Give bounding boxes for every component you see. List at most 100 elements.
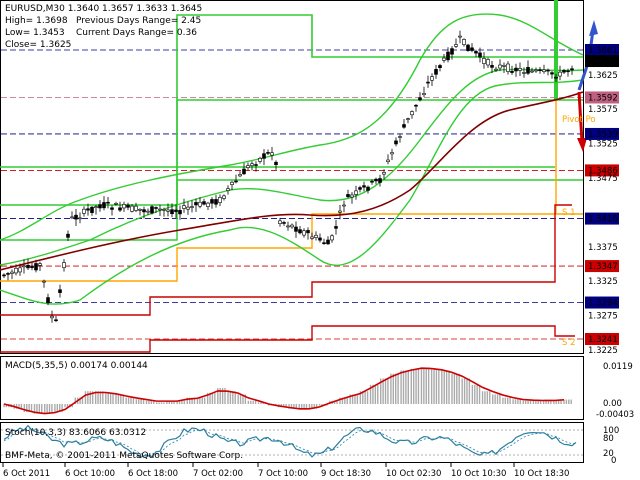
candle-body bbox=[58, 289, 62, 293]
candle-body bbox=[206, 202, 210, 207]
candle-body bbox=[106, 201, 110, 204]
candle-body bbox=[394, 140, 398, 145]
candle-body bbox=[30, 266, 34, 268]
price-label: 1.3325 bbox=[588, 277, 618, 287]
low-value: Low= 1.3453 bbox=[5, 28, 65, 38]
candle-body bbox=[82, 208, 86, 214]
candle-body bbox=[174, 209, 178, 212]
candle-body bbox=[542, 69, 546, 73]
candle-body bbox=[110, 207, 114, 210]
candle-body bbox=[186, 206, 190, 210]
price-tag-bg bbox=[585, 55, 619, 68]
price-tag-bg bbox=[585, 260, 619, 273]
candle-body bbox=[454, 44, 458, 47]
candle-body bbox=[410, 111, 414, 116]
candle-body bbox=[302, 230, 306, 236]
candle-body bbox=[474, 51, 478, 54]
macd-panel bbox=[0, 356, 584, 420]
candle-body bbox=[70, 216, 74, 219]
channel-step bbox=[0, 99, 583, 206]
candle-body bbox=[2, 274, 6, 277]
candle-body bbox=[406, 118, 410, 120]
channel-step bbox=[176, 14, 583, 205]
candle-body bbox=[362, 185, 366, 188]
candle-body bbox=[418, 97, 422, 101]
stoch-signal-line bbox=[3, 428, 577, 456]
candle-body bbox=[386, 159, 390, 163]
candle-body bbox=[522, 72, 526, 74]
candle-body bbox=[562, 70, 566, 73]
candle-body bbox=[246, 165, 250, 168]
macd-axis-bottom: -0.00403 bbox=[596, 410, 634, 420]
candle-body bbox=[214, 199, 218, 205]
time-label: 7 Oct 10:00 bbox=[258, 469, 308, 479]
time-label: 10 Oct 02:30 bbox=[386, 469, 441, 479]
price-tag-bg bbox=[585, 212, 619, 225]
stoch-axis-bottom: 0 bbox=[611, 456, 616, 466]
channel-step bbox=[0, 204, 572, 316]
candle-body bbox=[290, 224, 294, 228]
candle-body bbox=[502, 65, 506, 67]
candle-body bbox=[306, 230, 310, 234]
time-label: 10 Oct 10:30 bbox=[451, 469, 506, 479]
candle-body bbox=[378, 178, 382, 183]
price-label: 1.3575 bbox=[588, 105, 618, 115]
macd-axis-zero: 0.00 bbox=[603, 399, 622, 409]
price-label: 1.3592 bbox=[588, 93, 618, 103]
macd-label: MACD(5,35,5) 0.00174 0.00144 bbox=[5, 361, 148, 371]
candle-body bbox=[46, 297, 50, 304]
candle-body bbox=[330, 235, 334, 241]
candle-body bbox=[478, 52, 482, 58]
price-tag-bg bbox=[585, 333, 619, 345]
candle-body bbox=[146, 210, 150, 213]
candle-body bbox=[314, 234, 318, 239]
price-tag-bg bbox=[585, 164, 619, 177]
candle-body bbox=[338, 210, 342, 213]
pivot-tag: Pivot Po bbox=[562, 115, 596, 125]
candle-body bbox=[170, 209, 174, 215]
candle-body bbox=[286, 225, 290, 228]
candle-body bbox=[234, 180, 238, 183]
candle-body bbox=[258, 157, 262, 162]
stoch-main-line bbox=[3, 424, 577, 459]
candle-body bbox=[438, 65, 442, 69]
candle-body bbox=[466, 44, 470, 51]
high-value: High= 1.3698 bbox=[5, 16, 68, 26]
candle-body bbox=[166, 209, 170, 212]
current-days-range: Current Days Range= 0.36 bbox=[76, 28, 197, 38]
macd-axis-top: 0.0119 bbox=[603, 362, 633, 372]
candle-body bbox=[94, 206, 98, 208]
candle-body bbox=[34, 263, 38, 271]
candle-body bbox=[142, 209, 146, 213]
price-label: 1.3294 bbox=[588, 299, 618, 309]
price-candles bbox=[2, 30, 574, 323]
candle-body bbox=[298, 229, 302, 234]
candle-body bbox=[254, 164, 258, 166]
candle-body bbox=[150, 206, 154, 214]
candle-body bbox=[154, 207, 158, 209]
time-label: 6 Oct 10:00 bbox=[65, 469, 115, 479]
price-tag-bg bbox=[585, 91, 619, 104]
candle-body bbox=[554, 76, 558, 79]
candle-body bbox=[134, 205, 138, 211]
candle-body bbox=[26, 264, 30, 269]
price-label: 1.3475 bbox=[588, 174, 618, 184]
candle-body bbox=[210, 199, 214, 204]
candle-body bbox=[534, 69, 538, 72]
candle-body bbox=[366, 186, 370, 191]
candle-body bbox=[282, 222, 286, 224]
candle-body bbox=[226, 188, 230, 191]
price-label: 1.3416 bbox=[588, 215, 618, 225]
candle-body bbox=[570, 68, 574, 71]
candle-body bbox=[390, 152, 394, 155]
candle-body bbox=[526, 67, 530, 74]
price-label: 1.3661 bbox=[588, 46, 618, 56]
candle-body bbox=[266, 152, 270, 154]
candle-body bbox=[270, 152, 274, 156]
candle-body bbox=[50, 315, 54, 319]
candle-body bbox=[370, 180, 374, 183]
price-label: 1.3645 bbox=[588, 57, 618, 67]
level-lines bbox=[1, 49, 583, 340]
candle-body bbox=[518, 68, 522, 71]
candle-body bbox=[262, 153, 266, 159]
